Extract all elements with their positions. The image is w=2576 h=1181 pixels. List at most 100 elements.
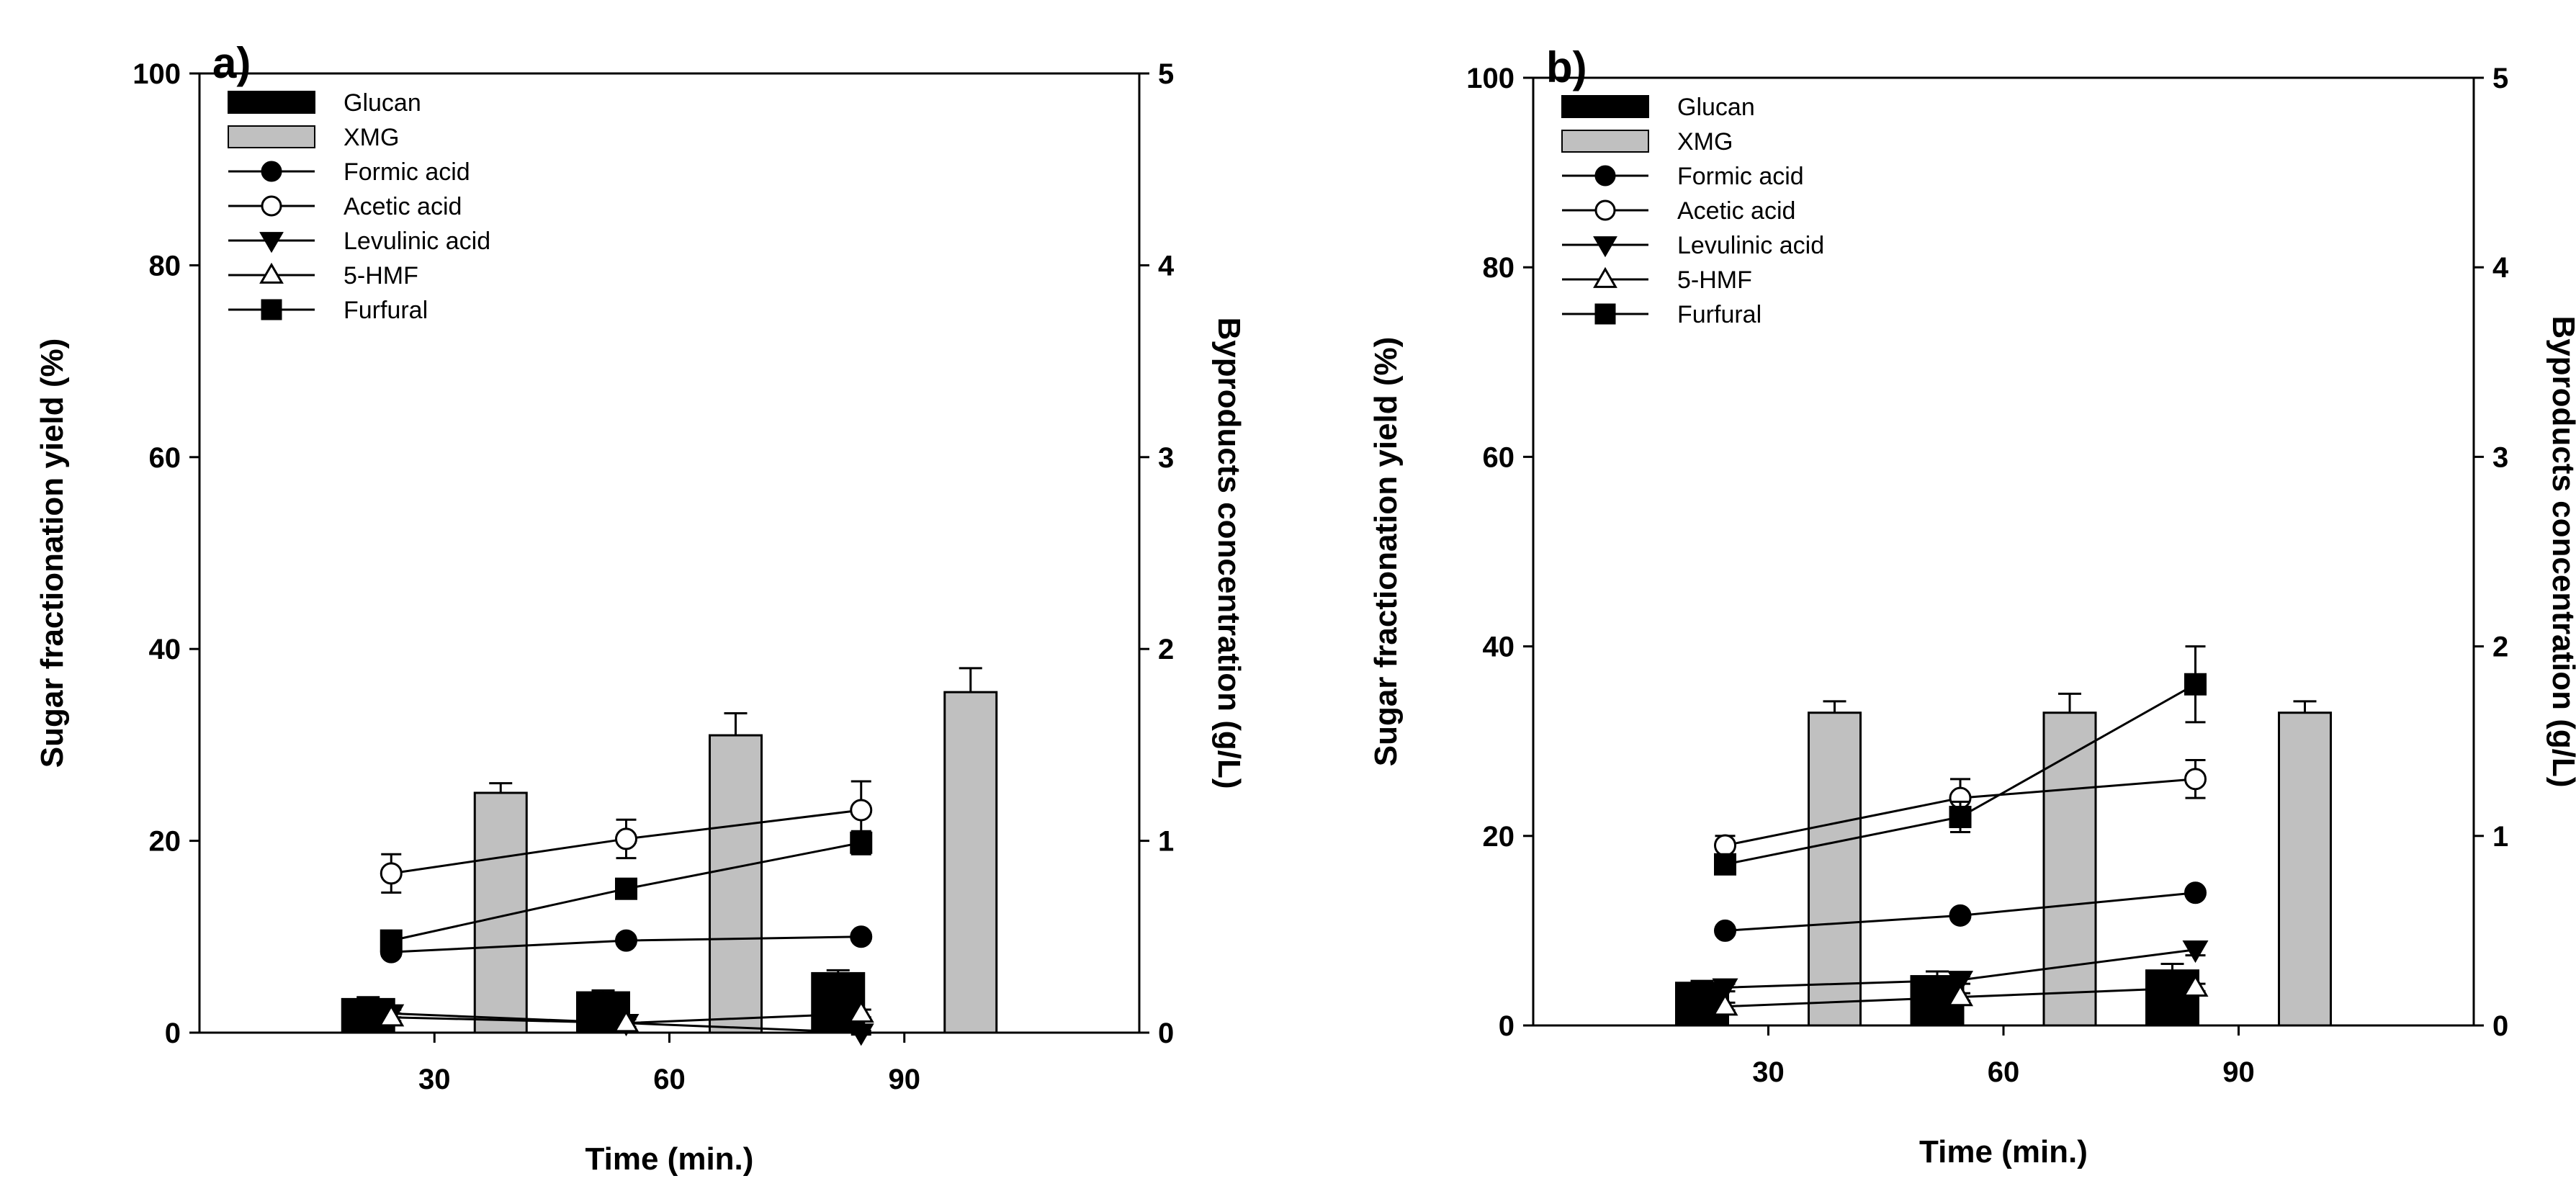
data-point — [1712, 978, 1738, 1001]
y2-tick-label: 4 — [2492, 252, 2509, 284]
legend-marker — [261, 195, 282, 217]
y2-tick-label: 2 — [2492, 632, 2508, 663]
bar — [943, 691, 998, 1034]
legend: Glucan XMG Formic acid Acetic acid Levulinic… — [228, 89, 490, 324]
legend: Glucan XMG Formic acid Acetic acid Levulinic… — [1561, 94, 1824, 328]
y-tick-label: 20 — [149, 826, 181, 858]
y2-axis-title: Byproducts concentration (g/L) — [1211, 317, 1247, 789]
legend-marker — [1593, 266, 1617, 288]
data-point — [848, 1023, 874, 1046]
legend-label: Glucan — [1677, 94, 1755, 121]
x-tick-label: 60 — [653, 1064, 686, 1095]
data-point — [615, 929, 637, 952]
line-series-levulinic-acid — [1712, 940, 2209, 1001]
y2-axis-title: Byproducts concentration (g/L) — [2546, 315, 2576, 787]
chart-panel-a: a) 0 20 40 60 80 100 0 1 2 3 4 5 30 60 90 Time (min.) Sug… — [35, 39, 1247, 1177]
data-point — [2184, 768, 2207, 791]
line-series-5-hmf — [378, 1000, 874, 1033]
data-point — [380, 929, 403, 952]
data-point — [850, 799, 873, 822]
y-tick-label: 100 — [1466, 63, 1514, 94]
y-tick-label: 0 — [1499, 1010, 1514, 1042]
line-series-formic-acid — [380, 925, 873, 964]
y-tick-label: 0 — [165, 1018, 181, 1049]
legend-marker — [1594, 165, 1616, 187]
y2-tick-label: 1 — [2492, 821, 2508, 853]
plot-frame — [198, 72, 1141, 1034]
y-tick-label: 100 — [133, 58, 181, 90]
x-axis-title: Time (min.) — [1919, 1134, 2088, 1169]
data-point — [848, 1000, 874, 1023]
data-point — [380, 862, 403, 885]
series-line — [1725, 683, 2196, 866]
line-series-furfural — [380, 830, 873, 952]
bar — [1808, 711, 1862, 1027]
data-point — [1714, 853, 1736, 876]
line-series-acetic-acid — [1714, 759, 2207, 857]
data-point — [1947, 971, 1974, 994]
plot-frame — [1532, 76, 2475, 1027]
legend-marker — [261, 161, 282, 182]
y-axis-title: Sugar fractionation yield (%) — [35, 338, 70, 768]
data-point — [1714, 919, 1736, 942]
data-point — [1949, 805, 1972, 828]
data-point — [1947, 984, 1974, 1007]
y2-tick-label: 3 — [1158, 442, 1174, 474]
y-tick-label: 60 — [1483, 441, 1515, 473]
data-point — [850, 925, 873, 948]
legend-label: Acetic acid — [344, 193, 462, 220]
data-point — [1714, 834, 1736, 857]
y-tick-label: 20 — [1483, 821, 1515, 853]
y2-tick-label: 0 — [1158, 1018, 1174, 1049]
line-series-furfural — [1714, 645, 2207, 876]
legend-marker — [261, 299, 282, 320]
x-tick-label: 90 — [889, 1064, 921, 1095]
bar-series-glucan — [1675, 962, 2199, 1027]
y-tick-label: 80 — [149, 250, 181, 282]
y-tick-label: 60 — [149, 442, 181, 474]
y2-tick-label: 3 — [2492, 441, 2508, 473]
y2-tick-label: 1 — [1158, 826, 1174, 858]
line-series-acetic-acid — [380, 780, 873, 894]
legend-label: Levulinic acid — [344, 228, 490, 255]
y2-tick-label: 5 — [2492, 63, 2508, 94]
legend-label: Levulinic acid — [1677, 232, 1824, 259]
bar-series-xmg — [1808, 692, 2332, 1027]
legend-marker — [259, 262, 284, 284]
legend-swatch-xmg — [228, 125, 315, 148]
panel-label: a) — [212, 39, 251, 87]
y-tick-label: 80 — [1483, 252, 1515, 284]
bar — [811, 971, 866, 1034]
legend-label: XMG — [344, 124, 399, 151]
x-tick-label: 30 — [418, 1064, 451, 1095]
data-point — [2184, 673, 2207, 696]
legend-label: XMG — [1677, 128, 1733, 156]
legend-marker — [1594, 199, 1616, 221]
legend-label: Furfural — [344, 297, 428, 324]
data-point — [615, 827, 637, 850]
legend-label: Glucan — [344, 89, 421, 117]
legend-label: Acetic acid — [1677, 197, 1795, 225]
y2-tick-label: 4 — [1158, 250, 1175, 282]
data-point — [1949, 904, 1972, 927]
data-point — [1712, 993, 1738, 1016]
x-tick-label: 90 — [2222, 1056, 2255, 1088]
bar — [709, 734, 763, 1034]
bar — [2042, 711, 2097, 1027]
x-tick-label: 30 — [1752, 1056, 1785, 1088]
data-point — [850, 831, 873, 854]
legend-swatch-glucan — [1561, 95, 1649, 118]
data-point — [615, 877, 637, 900]
y-tick-label: 40 — [1483, 632, 1515, 663]
y2-tick-label: 0 — [2492, 1010, 2508, 1042]
legend-swatch-xmg — [1561, 130, 1649, 153]
line-series-formic-acid — [1714, 881, 2207, 942]
data-point — [2182, 974, 2209, 997]
legend-label: Formic acid — [344, 158, 470, 186]
legend-marker — [259, 232, 284, 253]
chart-panel-b: b) 0 20 40 60 80 100 0 1 2 3 4 5 30 60 90 Time (min.) Sug… — [1368, 43, 2576, 1169]
legend-label: Furfural — [1677, 301, 1762, 328]
data-point — [613, 1010, 639, 1033]
x-axis-title: Time (min.) — [585, 1141, 754, 1177]
